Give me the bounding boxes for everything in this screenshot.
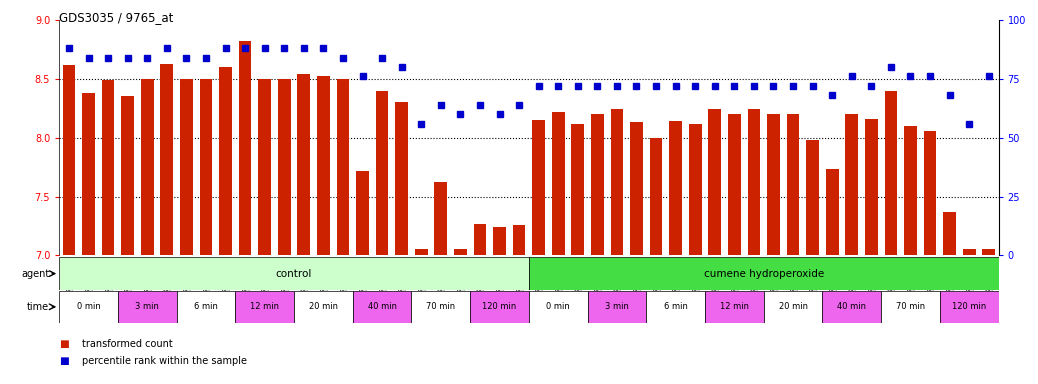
Text: 120 min: 120 min — [952, 302, 986, 311]
Bar — [411, 291, 470, 323]
Bar — [356, 170, 368, 255]
Text: 70 min: 70 min — [896, 302, 925, 311]
Text: 70 min: 70 min — [427, 302, 456, 311]
Bar — [454, 250, 467, 255]
Bar — [59, 291, 118, 323]
Text: transformed count: transformed count — [82, 339, 172, 349]
Text: percentile rank within the sample: percentile rank within the sample — [82, 356, 247, 366]
Bar — [118, 291, 176, 323]
Bar — [219, 67, 231, 255]
Bar — [353, 291, 411, 323]
Text: 40 min: 40 min — [838, 302, 867, 311]
Bar — [236, 291, 294, 323]
Bar — [647, 291, 705, 323]
Bar — [767, 114, 780, 255]
Bar — [239, 41, 251, 255]
Bar — [689, 124, 702, 255]
Bar — [278, 79, 291, 255]
Bar — [532, 120, 545, 255]
Bar — [764, 291, 822, 323]
Bar — [705, 291, 764, 323]
Text: 6 min: 6 min — [194, 302, 218, 311]
Text: 20 min: 20 min — [778, 302, 808, 311]
Text: 120 min: 120 min — [483, 302, 517, 311]
Bar — [161, 63, 173, 255]
Bar — [435, 182, 447, 255]
Bar — [102, 80, 114, 255]
Bar — [376, 91, 388, 255]
Bar — [881, 291, 939, 323]
Bar — [904, 126, 917, 255]
Text: 20 min: 20 min — [309, 302, 338, 311]
Text: 0 min: 0 min — [546, 302, 570, 311]
Bar — [176, 291, 236, 323]
Text: 12 min: 12 min — [719, 302, 748, 311]
Bar — [822, 291, 881, 323]
Bar — [807, 140, 819, 255]
Bar — [865, 119, 878, 255]
Text: 3 min: 3 min — [605, 302, 629, 311]
Bar — [180, 79, 193, 255]
Bar — [121, 96, 134, 255]
Bar — [528, 257, 999, 290]
Bar — [317, 76, 330, 255]
Text: control: control — [276, 268, 312, 279]
Bar — [336, 79, 350, 255]
Text: 0 min: 0 min — [77, 302, 101, 311]
Bar — [552, 112, 565, 255]
Bar — [395, 103, 408, 255]
Bar — [787, 114, 799, 255]
Bar — [963, 250, 976, 255]
Bar — [884, 91, 897, 255]
Bar — [845, 114, 858, 255]
Bar — [258, 79, 271, 255]
Text: GDS3035 / 9765_at: GDS3035 / 9765_at — [59, 12, 173, 25]
Text: cumene hydroperoxide: cumene hydroperoxide — [704, 268, 824, 279]
Bar — [591, 114, 604, 255]
Bar — [513, 225, 525, 255]
Bar — [982, 250, 995, 255]
Bar — [630, 122, 643, 255]
Bar — [826, 169, 839, 255]
Text: 12 min: 12 min — [250, 302, 279, 311]
Bar — [944, 212, 956, 255]
Bar — [199, 79, 213, 255]
Bar — [572, 124, 584, 255]
Bar — [610, 109, 623, 255]
Bar — [708, 109, 721, 255]
Text: ■: ■ — [59, 339, 69, 349]
Bar — [747, 109, 760, 255]
Bar — [670, 121, 682, 255]
Bar — [141, 79, 154, 255]
Bar — [473, 223, 486, 255]
Bar — [939, 291, 999, 323]
Bar — [924, 131, 936, 255]
Text: 3 min: 3 min — [135, 302, 159, 311]
Bar — [415, 250, 428, 255]
Text: time: time — [27, 302, 50, 312]
Bar — [298, 74, 310, 255]
Text: ■: ■ — [59, 356, 69, 366]
Bar — [528, 291, 588, 323]
Bar — [294, 291, 353, 323]
Bar — [470, 291, 528, 323]
Bar — [62, 65, 76, 255]
Bar — [82, 93, 94, 255]
Bar — [650, 138, 662, 255]
Text: agent: agent — [21, 268, 50, 279]
Bar — [728, 114, 741, 255]
Bar — [59, 257, 528, 290]
Bar — [493, 227, 506, 255]
Text: 6 min: 6 min — [663, 302, 687, 311]
Text: 40 min: 40 min — [367, 302, 397, 311]
Bar — [588, 291, 647, 323]
